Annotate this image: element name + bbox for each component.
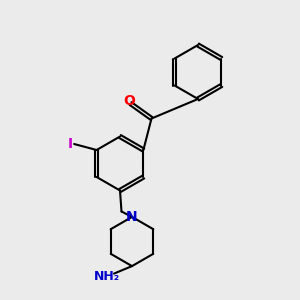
Text: NH₂: NH₂ xyxy=(93,270,120,283)
Text: O: O xyxy=(123,94,135,108)
Text: N: N xyxy=(126,210,138,224)
Text: I: I xyxy=(68,137,73,151)
